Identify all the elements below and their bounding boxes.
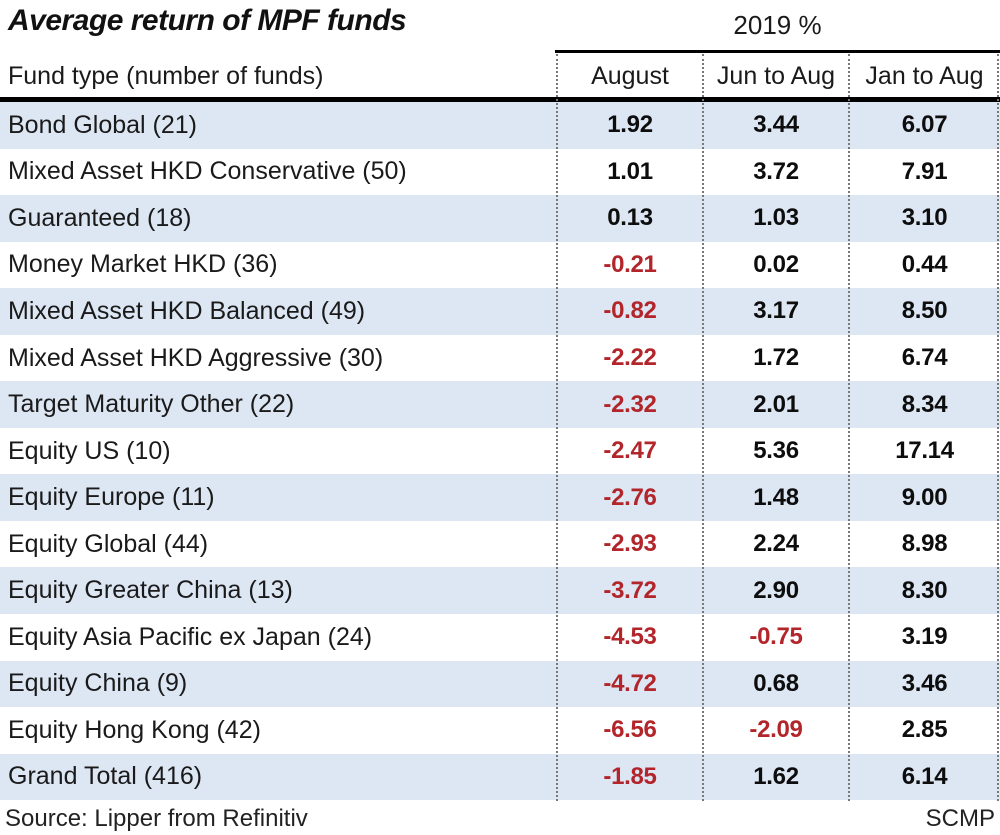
column-divider-right-edge [997, 54, 999, 801]
table-row: Equity US (10) -2.47 5.36 17.14 [0, 428, 1000, 475]
jun-to-aug-value-cell: 2.90 [753, 576, 799, 604]
fund-type-cell: Guaranteed (18) [8, 203, 192, 232]
jun-to-aug-value-cell: 2.24 [753, 530, 799, 558]
jan-to-aug-value-cell: 6.14 [901, 762, 948, 790]
jun-to-aug-value-cell: -0.75 [749, 623, 803, 651]
table-row: Equity Greater China (13) -3.72 2.90 8.3… [0, 567, 1000, 615]
fund-type-cell: Equity China (9) [8, 669, 188, 698]
august-value-cell: 1.92 [607, 111, 653, 139]
column-divider-1 [556, 54, 558, 801]
jan-to-aug-value-cell: 7.91 [901, 157, 948, 185]
publisher-credit: SCMP [925, 805, 995, 832]
jan-to-aug-value-cell: 17.14 [895, 437, 954, 465]
table-row: Equity China (9) -4.72 0.68 3.46 [0, 660, 1000, 708]
header-rule-thick [0, 97, 1000, 102]
column-divider-2 [702, 54, 704, 801]
august-value-cell: 0.13 [607, 204, 653, 232]
jan-to-aug-value-cell: 0.44 [901, 250, 948, 278]
table-row: Equity Europe (11) -2.76 1.48 9.00 [0, 474, 1000, 521]
august-value-cell: -2.32 [603, 390, 657, 418]
august-value-cell: -0.21 [603, 250, 657, 278]
jun-to-aug-value-cell: 3.44 [753, 111, 799, 139]
table-row: Target Maturity Other (22) -2.32 2.01 8.… [0, 381, 1000, 428]
year-unit-label: 2019 % [733, 10, 822, 40]
jun-to-aug-value-cell: 3.17 [753, 297, 799, 325]
table-row: Equity Global (44) -2.93 2.24 8.98 [0, 521, 1000, 568]
column-header-fund-type: Fund type (number of funds) [8, 61, 324, 90]
jan-to-aug-value-cell: 6.74 [901, 344, 948, 371]
fund-type-cell: Equity Hong Kong (42) [8, 715, 261, 744]
jan-to-aug-value-cell: 2.85 [901, 716, 948, 744]
fund-type-cell: Mixed Asset HKD Balanced (49) [8, 296, 366, 325]
table-row: Grand Total (416) -1.85 1.62 6.14 [0, 753, 1000, 801]
jan-to-aug-value-cell: 8.50 [901, 297, 948, 325]
jan-to-aug-value-cell: 6.07 [901, 111, 948, 139]
table-row: Mixed Asset HKD Aggressive (30) -2.22 1.… [0, 335, 1000, 382]
fund-type-cell: Equity US (10) [8, 436, 171, 465]
table-row: Mixed Asset HKD Conservative (50) 1.01 3… [0, 149, 1000, 196]
jun-to-aug-value-cell: 1.03 [753, 204, 799, 232]
jun-to-aug-value-cell: 0.02 [753, 250, 799, 278]
jan-to-aug-value-cell: 8.98 [901, 530, 948, 558]
jan-to-aug-value-cell: 9.00 [901, 483, 948, 511]
august-value-cell: 1.01 [607, 157, 653, 185]
jan-to-aug-value-cell: 3.10 [901, 204, 948, 232]
jan-to-aug-value-cell: 8.30 [901, 576, 948, 604]
footer: Source: Lipper from Refinitiv SCMP [0, 803, 1000, 835]
august-value-cell: -2.93 [603, 530, 657, 558]
fund-type-cell: Target Maturity Other (22) [8, 390, 295, 419]
table-row: Mixed Asset HKD Balanced (49) -0.82 3.17… [0, 288, 1000, 335]
table-row: Money Market HKD (36) -0.21 0.02 0.44 [0, 242, 1000, 289]
jun-to-aug-value-cell: -2.09 [749, 716, 803, 744]
august-value-cell: -2.76 [603, 483, 657, 511]
chart-title: Average return of MPF funds [8, 4, 407, 37]
table-row: Guaranteed (18) 0.13 1.03 3.10 [0, 195, 1000, 242]
column-header-august: August [591, 61, 669, 90]
jan-to-aug-value-cell: 8.34 [901, 390, 948, 418]
august-value-cell: -3.72 [603, 576, 657, 604]
august-value-cell: -1.85 [603, 762, 657, 790]
fund-type-cell: Equity Asia Pacific ex Japan (24) [8, 622, 373, 651]
table-row: Bond Global (21) 1.92 3.44 6.07 [0, 102, 1000, 149]
jun-to-aug-value-cell: 0.68 [753, 669, 799, 697]
jan-to-aug-value-cell: 3.19 [901, 623, 948, 651]
fund-type-cell: Mixed Asset HKD Conservative (50) [8, 157, 407, 186]
jun-to-aug-value-cell: 2.01 [753, 390, 799, 418]
jun-to-aug-value-cell: 3.72 [753, 157, 799, 185]
august-value-cell: -4.72 [603, 669, 657, 697]
column-divider-3 [848, 54, 850, 801]
jun-to-aug-value-cell: 1.62 [753, 762, 799, 790]
jun-to-aug-value-cell: 1.48 [753, 483, 799, 511]
table-body: Bond Global (21) 1.92 3.44 6.07 Mixed As… [0, 102, 1000, 801]
table-row: Equity Asia Pacific ex Japan (24) -4.53 … [0, 614, 1000, 661]
fund-type-cell: Grand Total (416) [8, 762, 203, 791]
fund-type-cell: Equity Greater China (13) [8, 576, 293, 605]
august-value-cell: -2.22 [603, 344, 657, 371]
header-rule-thin [555, 50, 1000, 53]
august-value-cell: -4.53 [603, 623, 657, 651]
column-header-jun-to-aug: Jun to Aug [716, 61, 836, 90]
source-credit: Source: Lipper from Refinitiv [5, 805, 308, 832]
fund-type-cell: Mixed Asset HKD Aggressive (30) [8, 343, 384, 372]
august-value-cell: -6.56 [603, 716, 657, 744]
fund-type-cell: Money Market HKD (36) [8, 250, 278, 279]
table-row: Equity Hong Kong (42) -6.56 -2.09 2.85 [0, 707, 1000, 754]
column-header-jan-to-aug: Jan to Aug [865, 61, 984, 90]
jan-to-aug-value-cell: 3.46 [901, 669, 948, 697]
august-value-cell: -0.82 [603, 297, 657, 325]
jun-to-aug-value-cell: 5.36 [753, 437, 799, 465]
fund-type-cell: Equity Global (44) [8, 529, 209, 558]
fund-type-cell: Equity Europe (11) [8, 483, 215, 512]
fund-type-cell: Bond Global (21) [8, 110, 198, 139]
august-value-cell: -2.47 [603, 437, 657, 465]
jun-to-aug-value-cell: 1.72 [753, 344, 799, 371]
